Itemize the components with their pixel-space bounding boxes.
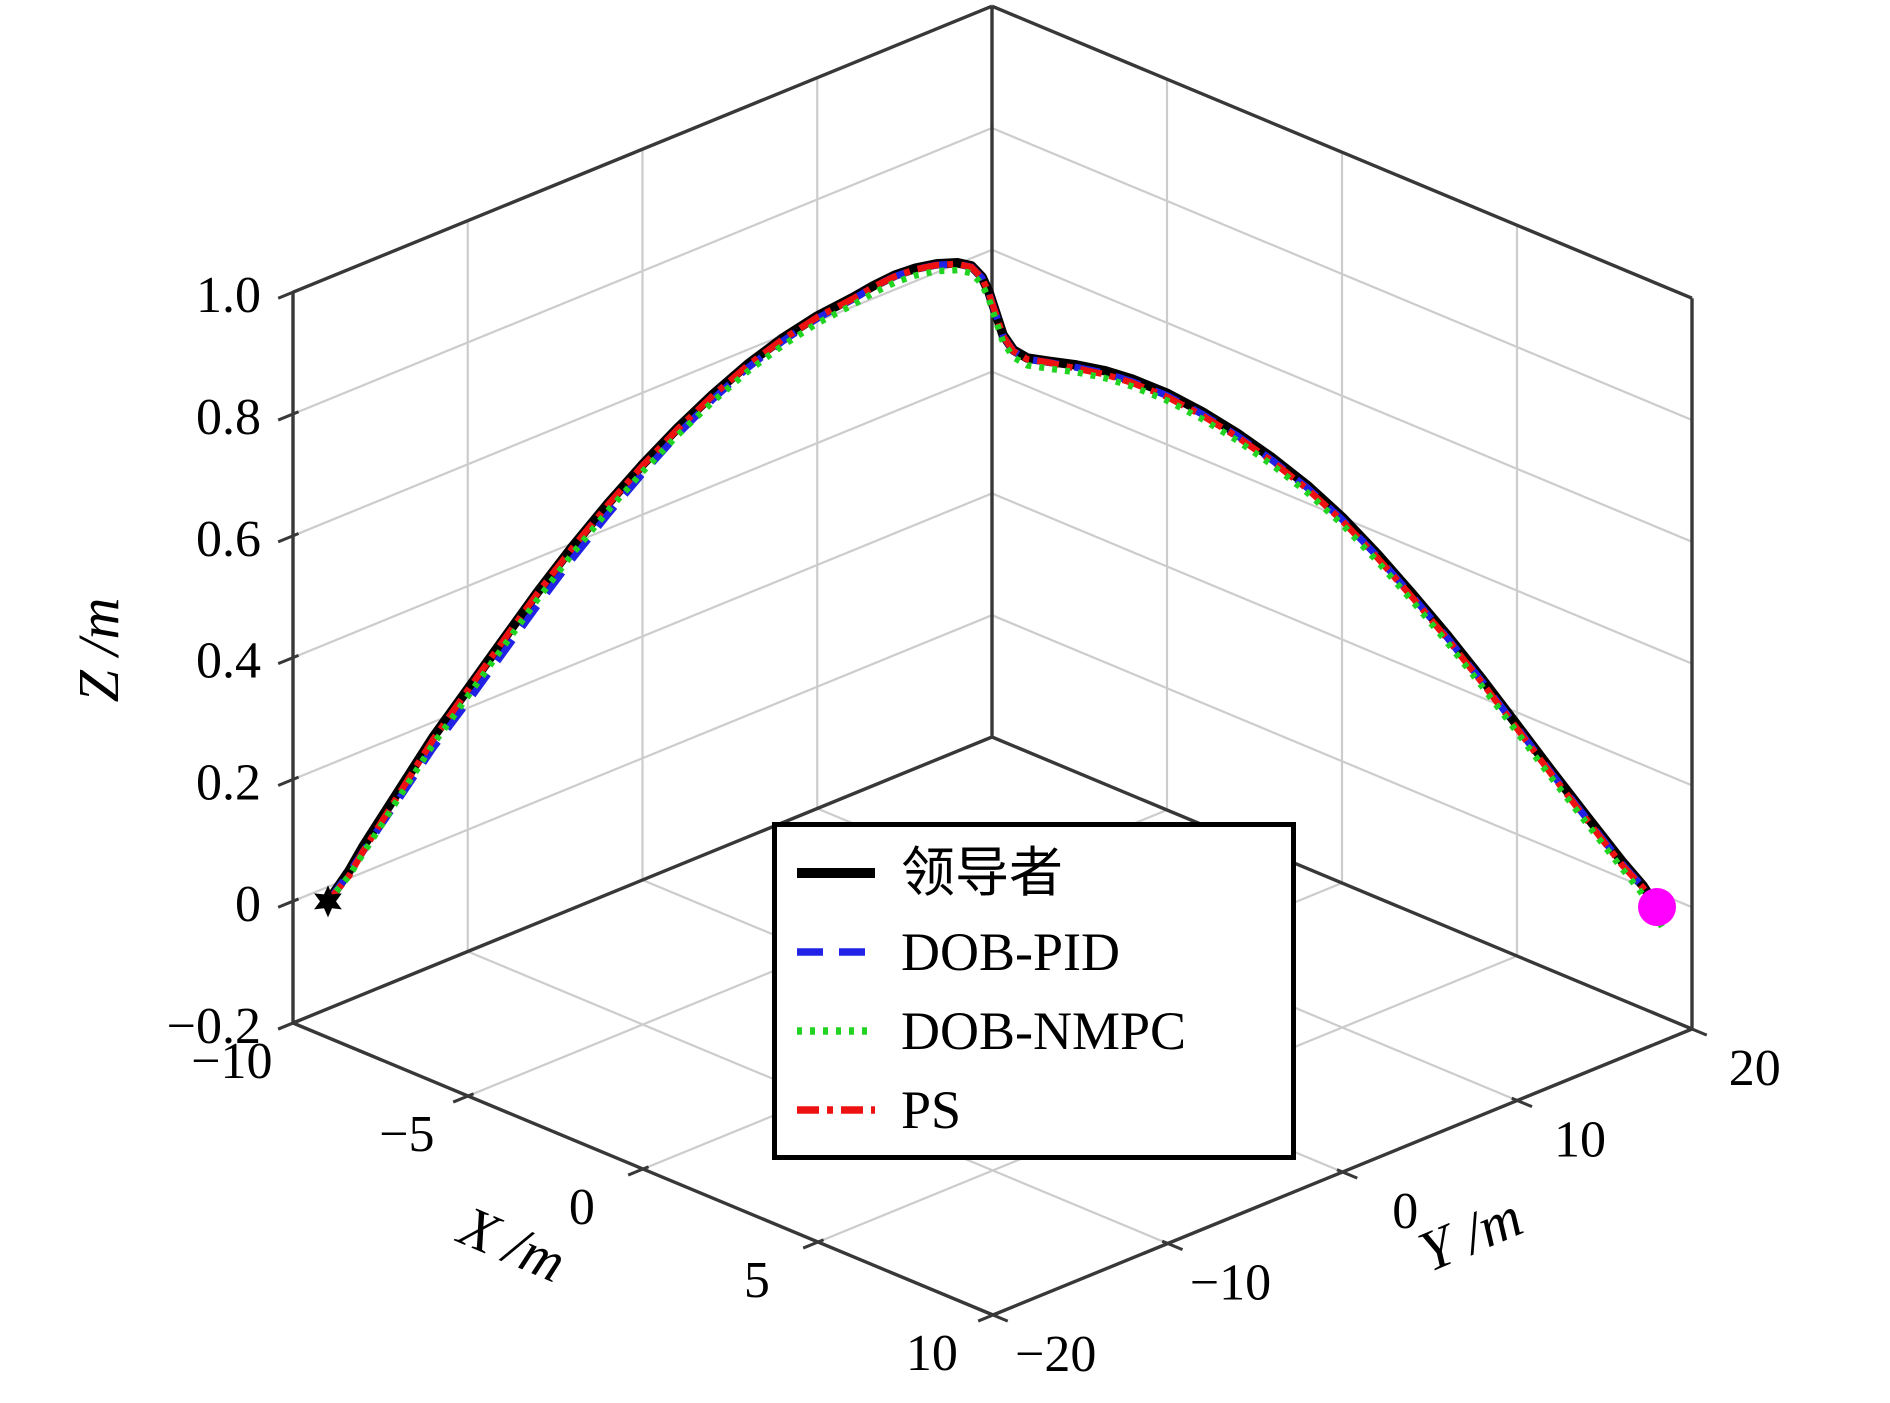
x-axis-title: X /m [448, 1192, 575, 1295]
y-tick-label: −20 [1015, 1326, 1096, 1383]
z-axis-title: Z /m [66, 598, 131, 703]
x-tick-label: 10 [906, 1325, 958, 1382]
x-tick-label: 5 [744, 1252, 770, 1309]
series-line-DOB-PID [325, 260, 1660, 910]
legend-item-dob-pid: DOB-PID [795, 925, 1273, 979]
legend-label-leader: 领导者 [901, 842, 1063, 903]
legend-line-sample-dotted [797, 1026, 875, 1035]
z-tick-label: −0.2 [167, 998, 261, 1055]
end-marker [1638, 888, 1677, 927]
x-tick-label: 0 [569, 1179, 595, 1236]
y-tick-label: 0 [1392, 1183, 1418, 1240]
z-tick-label: 0.4 [196, 633, 261, 690]
x-tick-label: −5 [379, 1106, 434, 1163]
axis-text: −10 −5 0 5 10 −20 −10 0 10 20 1.0 0.8 0.6 0.4 0.2 0 −0.2… [66, 267, 1781, 1383]
tick-marks [277, 288, 1708, 1323]
y-tick-label: −10 [1190, 1255, 1271, 1312]
trajectory-lines [324, 258, 1669, 935]
legend-line-sample-dashed [797, 947, 875, 956]
start-marker [314, 885, 342, 918]
y-tick-label: 10 [1554, 1112, 1606, 1169]
series-line-DOB-NMPC [325, 266, 1669, 935]
series-line-PS [325, 260, 1660, 909]
trajectory-markers [314, 885, 1677, 927]
legend-label-ps: PS [901, 1079, 962, 1140]
y-tick-label: 20 [1729, 1040, 1781, 1097]
legend-item-ps: PS [795, 1083, 1273, 1137]
legend: 领导者 DOB-PID DOB-NMPC PS [772, 822, 1296, 1160]
legend-line-sample-dashdot [797, 1105, 875, 1114]
z-tick-label: 0.8 [196, 389, 261, 446]
z-tick-label: 0 [235, 876, 261, 933]
z-tick-label: 1.0 [196, 267, 261, 324]
x-tick-label: −10 [191, 1033, 272, 1090]
z-tick-label: 0.2 [196, 754, 261, 811]
legend-line-sample-solid [797, 867, 875, 878]
legend-item-dob-nmpc: DOB-NMPC [795, 1004, 1273, 1058]
z-tick-label: 0.6 [196, 511, 261, 568]
legend-label-dob-pid: DOB-PID [901, 921, 1121, 982]
legend-item-leader: 领导者 [795, 846, 1273, 900]
legend-label-dob-nmpc: DOB-NMPC [901, 1000, 1187, 1061]
y-axis-title: Y /m [1409, 1184, 1531, 1285]
